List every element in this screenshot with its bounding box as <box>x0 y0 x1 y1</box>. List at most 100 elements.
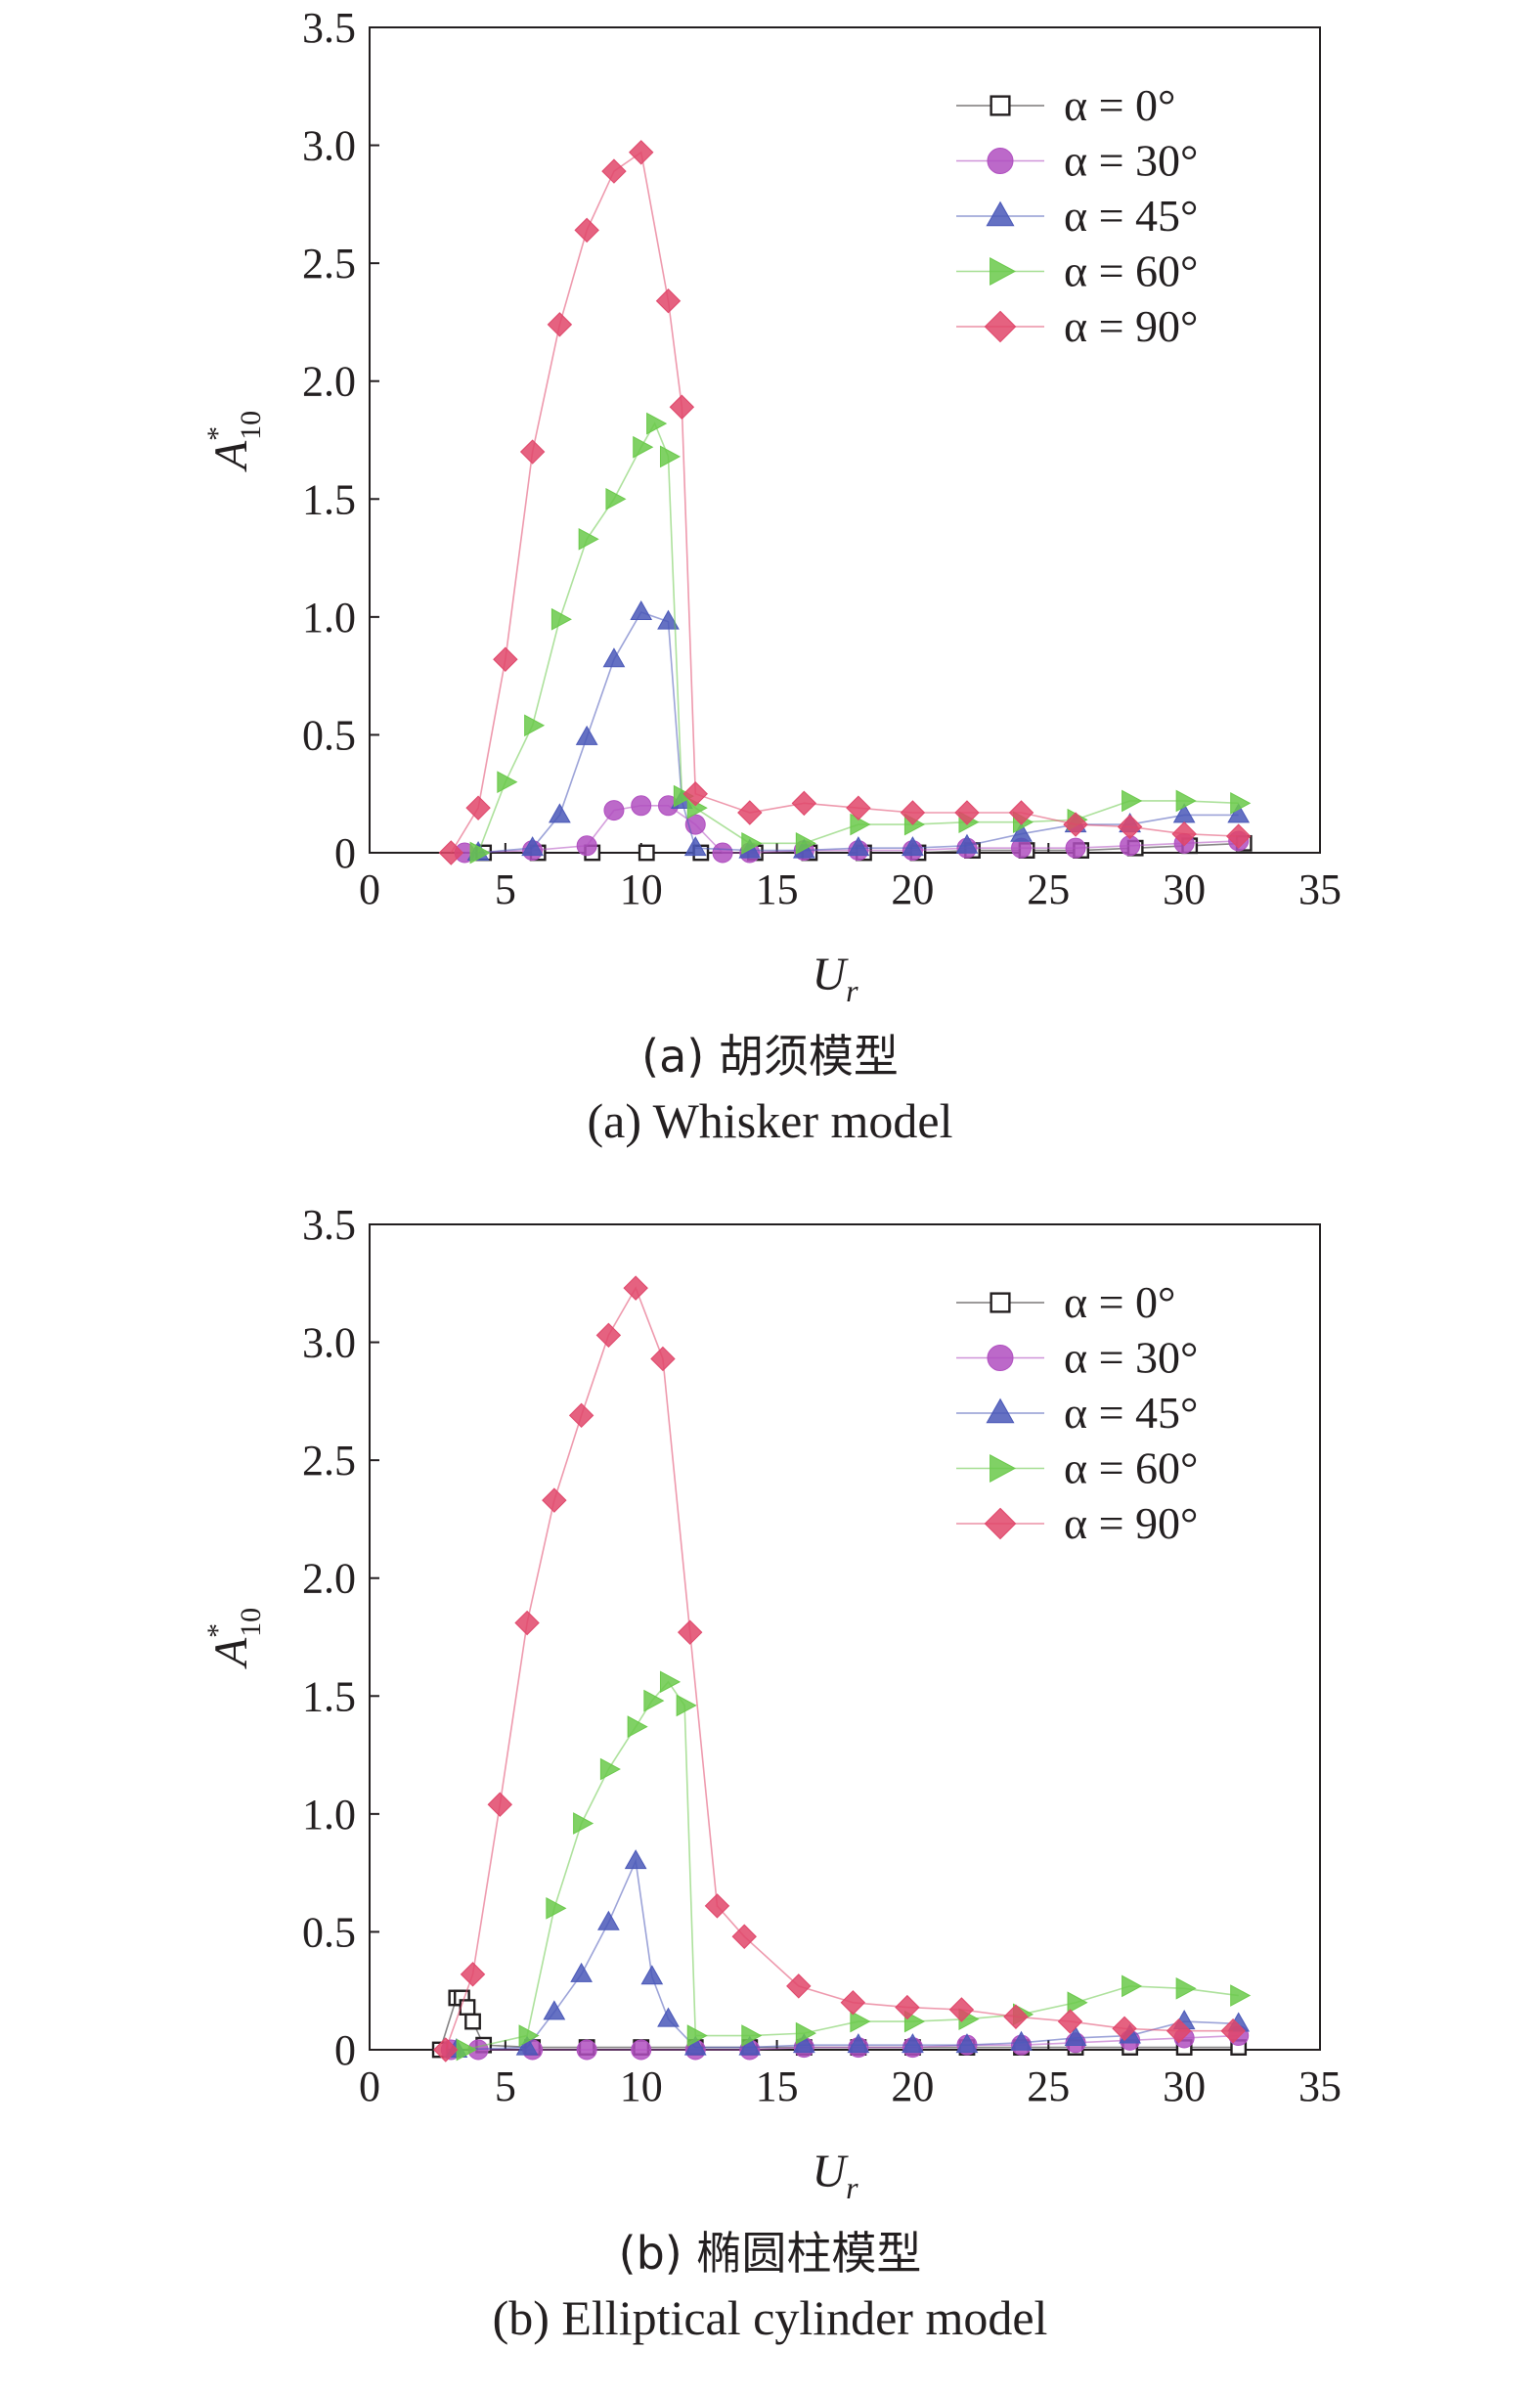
data-point-alpha-90 <box>623 1275 648 1301</box>
data-point-alpha-90 <box>1171 821 1197 847</box>
series-alpha-60 <box>469 412 1252 864</box>
data-point-alpha-90 <box>791 790 817 817</box>
data-point-alpha-45 <box>792 2033 815 2054</box>
data-point-alpha-90 <box>595 1322 622 1349</box>
data-point-alpha-60 <box>741 2024 763 2047</box>
data-point-alpha-45 <box>955 833 979 854</box>
data-point-alpha-45 <box>683 836 707 857</box>
data-point-alpha-60 <box>605 487 627 510</box>
legend-marker-alpha-45 <box>986 1397 1015 1424</box>
y-tick-label: 1.0 <box>302 1791 356 1839</box>
data-point-alpha-45 <box>597 1910 620 1930</box>
legend-marker-alpha-45 <box>986 200 1015 227</box>
data-point-alpha-90 <box>547 312 573 337</box>
data-point-alpha-45 <box>602 647 626 668</box>
data-point-alpha-45 <box>847 836 870 857</box>
x-axis-label: Ur <box>812 949 858 1008</box>
y-axis-label: A*10 <box>201 411 267 472</box>
caption-a-english: (a) Whisker model <box>587 1093 953 1148</box>
data-point-alpha-90 <box>669 394 695 420</box>
data-point-alpha-30 <box>631 2039 652 2061</box>
data-point-alpha-60 <box>1067 1991 1088 2015</box>
data-point-alpha-60 <box>524 714 546 737</box>
data-point-alpha-90 <box>433 2037 459 2062</box>
plot-frame <box>369 1223 1321 2051</box>
data-point-alpha-60 <box>497 771 518 793</box>
legend-label-alpha-45: α = 45° <box>1064 1388 1198 1438</box>
data-point-alpha-60 <box>550 607 572 631</box>
data-point-alpha-30 <box>576 2039 597 2061</box>
legend-label-alpha-0: α = 0° <box>1064 1277 1175 1327</box>
data-point-alpha-30 <box>631 795 652 817</box>
data-point-alpha-60 <box>659 1670 682 1694</box>
data-point-alpha-60 <box>795 2021 816 2045</box>
data-point-alpha-45 <box>657 2007 680 2027</box>
data-point-alpha-90 <box>1003 2004 1029 2029</box>
panel-b: 0 5 10 15 20 25 30 35 0 0.5 1.0 1.5 2.0 2.5 3.0 3.5 Ur A*… <box>0 1197 1540 2394</box>
data-point-alpha-90 <box>704 1893 730 1919</box>
data-point-alpha-90 <box>900 800 926 825</box>
x-tick-label: 35 <box>1298 2062 1342 2110</box>
y-tick-label: 3.0 <box>302 122 356 170</box>
data-point-alpha-60 <box>676 1694 697 1717</box>
legend-marker-alpha-0 <box>990 1292 1011 1313</box>
y-tick-label: 0.5 <box>302 1908 356 1956</box>
caption-b-chinese: (b) 椭圆柱模型 <box>618 2227 922 2280</box>
series-alpha-90 <box>438 140 1252 865</box>
data-point-alpha-45 <box>1010 821 1033 842</box>
data-point-alpha-60 <box>643 1689 665 1712</box>
data-point-alpha-45 <box>902 2033 924 2054</box>
data-point-alpha-90 <box>846 795 871 820</box>
data-point-alpha-90 <box>1112 2016 1137 2042</box>
legend-marker-alpha-90 <box>984 1507 1017 1540</box>
legend: α = 0° α = 30°α = 45°α = 60°α = 90° <box>956 1277 1198 1548</box>
data-point-alpha-90 <box>677 1619 703 1645</box>
data-point-alpha-90 <box>542 1487 567 1513</box>
data-point-alpha-90 <box>487 1792 513 1817</box>
y-tick-label: 0.5 <box>302 711 356 759</box>
data-point-alpha-90 <box>519 439 546 465</box>
x-tick-label: 30 <box>1163 2062 1206 2110</box>
y-tick-label: 2.0 <box>302 358 356 406</box>
data-point-alpha-45 <box>955 2033 979 2054</box>
x-tick-label: 10 <box>620 2062 663 2110</box>
data-point-alpha-60 <box>673 784 694 808</box>
data-point-alpha-45 <box>640 1965 664 1985</box>
legend-marker-alpha-0 <box>990 95 1011 116</box>
data-point-alpha-60 <box>1122 789 1143 813</box>
x-tick-label: 0 <box>359 2062 380 2110</box>
x-tick-label: 30 <box>1163 865 1206 913</box>
data-point-alpha-90 <box>629 140 654 165</box>
data-point-alpha-45 <box>1010 2030 1033 2051</box>
data-point-alpha-30 <box>712 842 733 864</box>
data-point-alpha-60 <box>573 1812 594 1835</box>
y-tick-label: 1.0 <box>302 594 356 642</box>
y-axis-label: A*10 <box>201 1608 267 1669</box>
data-point-alpha-60 <box>633 435 654 459</box>
data-point-alpha-90 <box>948 1997 975 2022</box>
data-point-alpha-90 <box>1225 823 1252 849</box>
data-point-alpha-30 <box>603 800 625 821</box>
data-point-alpha-0 <box>638 844 655 862</box>
x-tick-label: 10 <box>620 865 663 913</box>
x-tick-label: 20 <box>891 865 934 913</box>
data-point-alpha-30 <box>576 835 597 857</box>
data-point-alpha-90 <box>655 288 682 314</box>
series-alpha-90 <box>433 1275 1246 2062</box>
series-line-alpha-30 <box>451 2034 1239 2051</box>
data-point-alpha-45 <box>902 836 924 857</box>
data-point-alpha-60 <box>646 412 668 435</box>
data-point-alpha-60 <box>469 841 491 864</box>
x-tick-label: 25 <box>1027 865 1070 913</box>
x-tick-label: 0 <box>359 865 380 913</box>
data-point-alpha-90 <box>1166 2018 1192 2044</box>
data-point-alpha-90 <box>574 217 599 244</box>
data-point-alpha-45 <box>1064 2025 1087 2046</box>
data-point-alpha-0 <box>464 2013 481 2030</box>
data-point-alpha-90 <box>514 1610 540 1636</box>
legend-label-alpha-45: α = 45° <box>1064 191 1198 241</box>
data-point-alpha-60 <box>850 813 871 836</box>
legend-label-alpha-60: α = 60° <box>1064 1443 1198 1493</box>
data-point-alpha-60 <box>795 832 816 855</box>
data-point-alpha-90 <box>895 1994 920 2020</box>
